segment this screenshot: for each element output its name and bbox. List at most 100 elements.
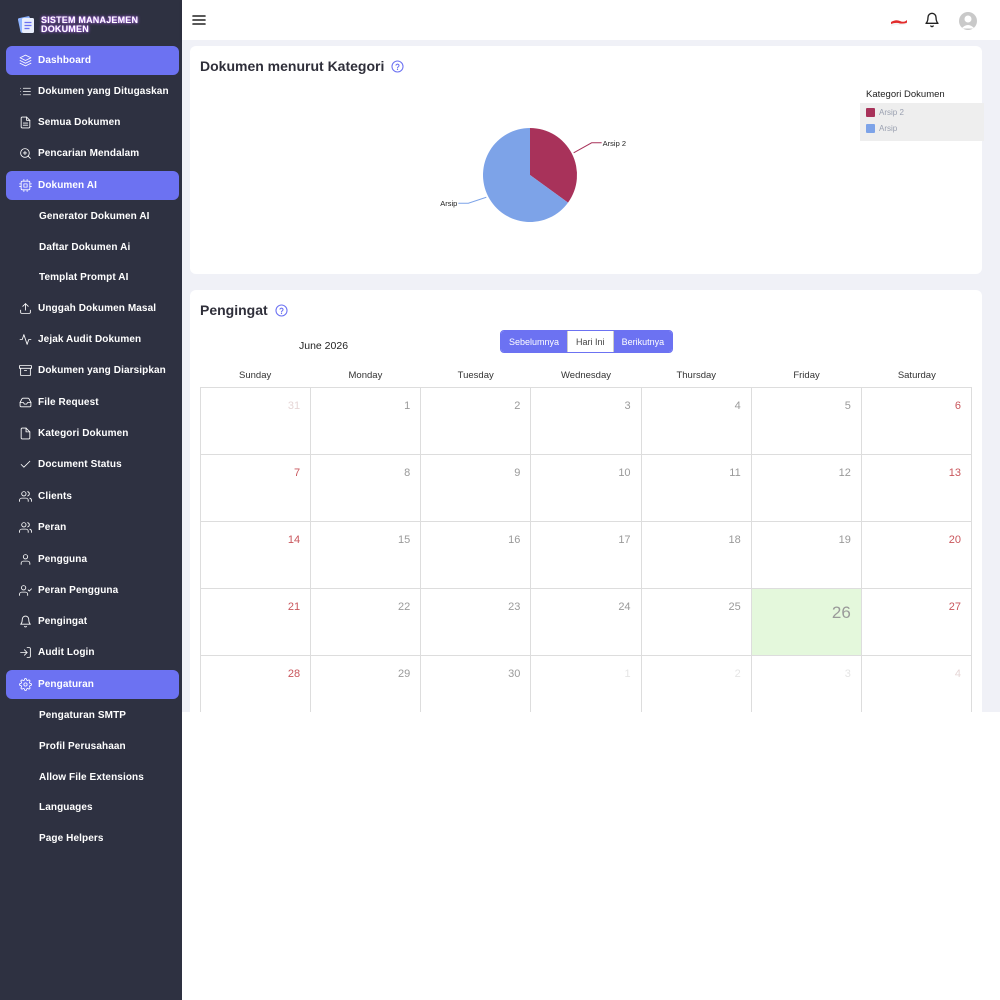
- sidebar-item-label: Generator Dokumen AI: [39, 211, 150, 222]
- calendar-day-number: 27: [948, 601, 961, 613]
- calendar-day-cell[interactable]: 17: [531, 522, 642, 589]
- sidebar-item-dokumen-ai[interactable]: Dokumen AI: [6, 171, 179, 200]
- calendar-day-cell[interactable]: 3: [531, 388, 642, 455]
- calendar-day-number: 1: [404, 400, 411, 412]
- bell-icon: [19, 615, 32, 628]
- calendar-day-cell[interactable]: 19: [751, 522, 862, 589]
- calendar-day-cell[interactable]: 10: [531, 455, 642, 522]
- prev-month-button[interactable]: Sebelumnya: [501, 331, 568, 352]
- calendar-day-cell[interactable]: 18: [641, 522, 752, 589]
- user-avatar[interactable]: [959, 12, 977, 30]
- calendar-day-cell[interactable]: 4: [862, 656, 972, 712]
- zoom-in-icon: [19, 147, 32, 160]
- sidebar-item-pengingat[interactable]: Pengingat: [6, 607, 179, 636]
- sidebar: SISTEM MANAJEMEN DOKUMEN Dashboard Dokume…: [0, 0, 182, 1000]
- calendar-day-cell[interactable]: 29: [311, 656, 422, 712]
- calendar-day-cell[interactable]: 2: [642, 656, 752, 712]
- sidebar-item-label: Audit Login: [38, 647, 95, 658]
- language-flag-icon[interactable]: [890, 14, 908, 27]
- sidebar-item-allow-file-extensions[interactable]: Allow File Extensions: [6, 763, 179, 792]
- legend-label: Arsip 2: [879, 108, 904, 117]
- calendar-day-number: 24: [618, 601, 631, 613]
- sidebar-item-audit-login[interactable]: Audit Login: [6, 638, 179, 667]
- sidebar-item-dokumen-yang-ditugaskan[interactable]: Dokumen yang Ditugaskan: [6, 77, 179, 106]
- sidebar-item-dokumen-yang-diarsipkan[interactable]: Dokumen yang Diarsipkan: [6, 356, 179, 385]
- calendar-day-cell[interactable]: 1: [311, 388, 422, 455]
- calendar-day-cell[interactable]: 23: [421, 589, 532, 656]
- calendar-month-label: June 2026: [299, 340, 349, 352]
- sidebar-item-unggah-dokumen-masal[interactable]: Unggah Dokumen Masal: [6, 294, 179, 323]
- calendar-day-number: 8: [404, 467, 411, 479]
- calendar-day-cell[interactable]: 15: [311, 522, 422, 589]
- legend-item[interactable]: Arsip 2: [866, 108, 904, 117]
- calendar-day-cell[interactable]: 6: [861, 388, 972, 455]
- calendar-day-number: 12: [838, 467, 851, 479]
- calendar-day-cell[interactable]: 31: [201, 388, 312, 455]
- sidebar-item-clients[interactable]: Clients: [6, 482, 179, 511]
- notification-bell-icon[interactable]: [924, 12, 940, 28]
- pie-slice-arsip[interactable]: [482, 128, 569, 222]
- menu-icon[interactable]: [192, 13, 206, 27]
- calendar-day-cell[interactable]: 28: [201, 656, 312, 712]
- sidebar-item-generator-dokumen-ai[interactable]: Generator Dokumen AI: [6, 202, 179, 231]
- calendar-day-number: 28: [287, 668, 301, 680]
- sidebar-item-peran[interactable]: Peran: [6, 513, 179, 542]
- calendar-day-number: 23: [508, 601, 521, 613]
- calendar-nav-buttons: Sebelumnya Hari Ini Berikutnya: [500, 330, 674, 353]
- calendar-day-cell[interactable]: 21: [201, 589, 312, 656]
- calendar-day-cell[interactable]: 14: [201, 522, 312, 589]
- pie-data-label: Arsip 2: [603, 139, 626, 148]
- calendar-day-cell[interactable]: 27: [861, 589, 972, 656]
- calendar-day-cell[interactable]: 2: [421, 388, 532, 455]
- sidebar-item-label: Peran Pengguna: [38, 585, 119, 596]
- legend-item[interactable]: Arsip: [866, 124, 897, 133]
- calendar-day-cell[interactable]: 5: [751, 388, 862, 455]
- calendar-day-cell[interactable]: 7: [201, 455, 312, 522]
- calendar-day-cell[interactable]: 20: [861, 522, 972, 589]
- sidebar-item-peran-pengguna[interactable]: Peran Pengguna: [6, 576, 179, 605]
- calendar-day-cell[interactable]: 25: [641, 589, 752, 656]
- calendar-day-cell[interactable]: 16: [421, 522, 532, 589]
- sidebar-item-templat-prompt-ai[interactable]: Templat Prompt AI: [6, 263, 179, 292]
- sidebar-item-daftar-dokumen-ai[interactable]: Daftar Dokumen Ai: [6, 233, 179, 262]
- sidebar-item-semua-dokumen[interactable]: Semua Dokumen: [6, 108, 179, 137]
- sidebar-item-dashboard[interactable]: Dashboard: [6, 46, 179, 75]
- sidebar-item-pengaturan-smtp[interactable]: Pengaturan SMTP: [6, 701, 179, 730]
- calendar-day-cell[interactable]: 1: [531, 656, 642, 712]
- top-bar: [182, 0, 1000, 40]
- help-icon[interactable]: [391, 59, 404, 73]
- calendar-day-cell[interactable]: 26: [751, 589, 862, 656]
- calendar-day-cell[interactable]: 24: [531, 589, 642, 656]
- sidebar-item-profil-perusahaan[interactable]: Profil Perusahaan: [6, 732, 179, 761]
- legend-title: Kategori Dokumen: [866, 89, 945, 100]
- calendar-day-cell[interactable]: 9: [421, 455, 532, 522]
- sidebar-item-jejak-audit-dokumen[interactable]: Jejak Audit Dokumen: [6, 325, 179, 354]
- sidebar-item-pencarian-mendalam[interactable]: Pencarian Mendalam: [6, 139, 179, 168]
- calendar-day-cell[interactable]: 11: [641, 455, 752, 522]
- sidebar-item-pengguna[interactable]: Pengguna: [6, 545, 179, 574]
- sidebar-item-kategori-dokumen[interactable]: Kategori Dokumen: [6, 419, 179, 448]
- calendar-day-cell[interactable]: 22: [311, 589, 422, 656]
- sidebar-item-languages[interactable]: Languages: [6, 793, 179, 822]
- pie-slice-arsip-2[interactable]: [530, 128, 577, 203]
- sidebar-item-file-request[interactable]: File Request: [6, 388, 179, 417]
- sidebar-item-label: Dokumen AI: [38, 180, 97, 191]
- calendar-day-cell[interactable]: 12: [751, 455, 862, 522]
- calendar-day-cell[interactable]: 8: [311, 455, 422, 522]
- calendar-day-number: 4: [954, 668, 961, 680]
- sidebar-item-page-helpers[interactable]: Page Helpers: [6, 824, 179, 853]
- calendar-day-number: 2: [734, 668, 741, 680]
- calendar-day-cell[interactable]: 30: [421, 656, 532, 712]
- help-icon[interactable]: [275, 303, 288, 317]
- today-button[interactable]: Hari Ini: [567, 331, 614, 352]
- sidebar-item-pengaturan[interactable]: Pengaturan: [6, 670, 179, 699]
- calendar-day-cell[interactable]: 13: [861, 455, 972, 522]
- calendar-day-number: 4: [734, 400, 741, 412]
- calendar-day-number: 19: [838, 534, 851, 546]
- app-logo[interactable]: SISTEM MANAJEMEN DOKUMEN: [17, 12, 138, 38]
- calendar-day-cell[interactable]: 3: [752, 656, 862, 712]
- sidebar-item-document-status[interactable]: Document Status: [6, 450, 179, 479]
- calendar-day-cell[interactable]: 4: [641, 388, 752, 455]
- next-month-button[interactable]: Berikutnya: [613, 331, 673, 352]
- category-chart-card: Dokumen menurut Kategori Arsip 2 Arsip: [190, 46, 982, 274]
